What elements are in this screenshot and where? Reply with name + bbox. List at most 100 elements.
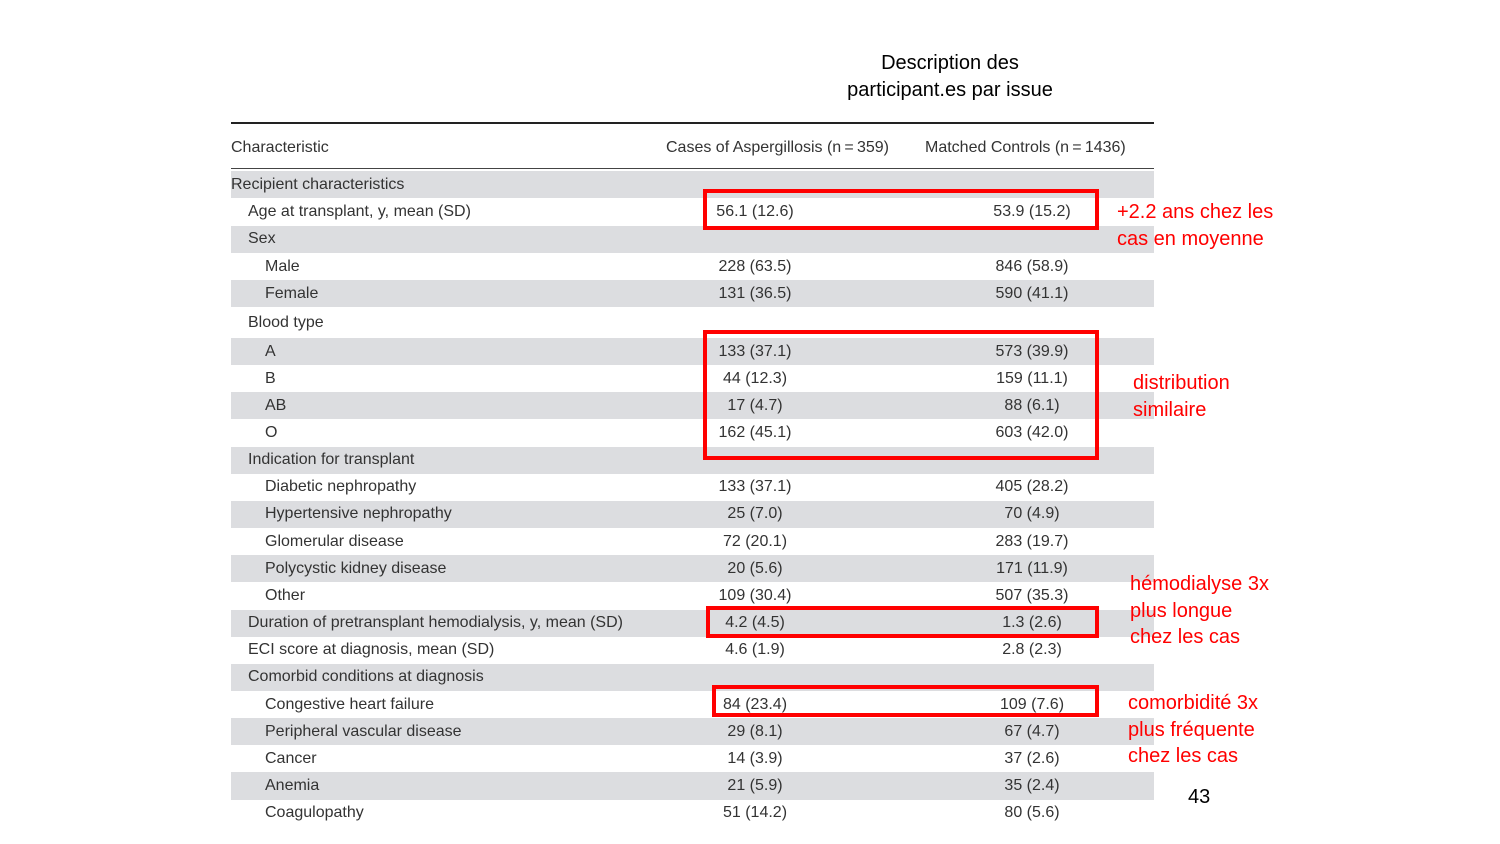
cell-cases: 51 (14.2): [722, 804, 788, 822]
header-characteristic: Characteristic: [231, 139, 329, 156]
row-label: Coagulopathy: [265, 804, 364, 822]
row-label: Age at transplant, y, mean (SD): [248, 202, 471, 220]
row-label: AB: [265, 396, 287, 414]
cell-cases: 21 (5.9): [727, 776, 783, 794]
table-row: Other 109 (30.4) 507 (35.3): [231, 582, 1154, 609]
row-label: Blood type: [248, 313, 324, 331]
highlight-box-hemodialysis: [706, 606, 1099, 638]
table-row: Congestive heart failure 84 (23.4) 109 (7.…: [231, 691, 1154, 718]
annotation-line: chez les cas: [1128, 745, 1239, 767]
table-row: Cancer 14 (3.9) 37 (2.6): [231, 745, 1154, 772]
table-top-rule: [231, 122, 1154, 124]
highlight-box-chf: [712, 685, 1099, 717]
row-label: Recipient characteristics: [231, 175, 405, 193]
cell-controls: 88 (6.1): [1004, 396, 1060, 414]
cell-controls: 405 (28.2): [995, 478, 1069, 496]
header-controls: Matched Controls (n = 1436): [925, 139, 1126, 156]
table-row: O 162 (45.1) 603 (42.0): [231, 419, 1154, 446]
table-row: Recipient characteristics: [231, 171, 1154, 199]
table-row: Anemia 21 (5.9) 35 (2.4): [231, 772, 1154, 800]
table-row: Female 131 (36.5) 590 (41.1): [231, 280, 1154, 308]
cell-controls: 80 (5.6): [1004, 804, 1060, 822]
cell-cases: 20 (5.6): [727, 559, 783, 577]
table-row: Glomerular disease 72 (20.1) 283 (19.7): [231, 528, 1154, 555]
cell-controls: 171 (11.9): [996, 559, 1068, 577]
annotation-comorbidity: comorbidité 3x plus fréquente chez les c…: [1128, 690, 1258, 770]
row-label: Cancer: [265, 749, 317, 767]
table-row: Diabetic nephropathy 133 (37.1) 405 (28.2): [231, 474, 1154, 501]
cell-cases: 131 (36.5): [718, 284, 792, 302]
annotation-line: plus longue: [1130, 599, 1233, 622]
header-cases: Cases of Aspergillosis (n = 359): [666, 139, 889, 156]
table-row: Blood type: [231, 308, 1154, 339]
row-label: Male: [265, 257, 300, 275]
cell-cases: 162 (45.1): [718, 424, 792, 441]
row-label: Indication for transplant: [248, 451, 415, 469]
cell-cases: 56.1 (12.6): [716, 202, 794, 220]
cell-cases: 133 (37.1): [718, 342, 792, 360]
cell-cases: 29 (8.1): [727, 722, 783, 740]
cell-controls: 283 (19.7): [995, 532, 1069, 550]
cell-controls: 35 (2.4): [1004, 776, 1060, 794]
cell-cases: 44 (12.3): [722, 369, 788, 387]
row-label: Peripheral vascular disease: [265, 722, 462, 740]
cell-controls: 67 (4.7): [1004, 722, 1060, 740]
page-number: 43: [1188, 786, 1211, 808]
table-row: AB 17 (4.7) 88 (6.1): [231, 392, 1154, 420]
row-label: Anemia: [265, 776, 320, 794]
table-row: A 133 (37.1) 573 (39.9): [231, 338, 1154, 366]
row-label: Hypertensive nephropathy: [265, 505, 452, 523]
table-row: Age at transplant, y, mean (SD) 56.1 (12.…: [231, 198, 1154, 225]
row-label: A: [265, 342, 276, 360]
cell-cases: 72 (20.1): [722, 532, 788, 550]
table-row: Polycystic kidney disease 20 (5.6) 171 (11…: [231, 555, 1154, 583]
title-line: participant.es par issue: [847, 79, 1053, 101]
header-rule: [231, 168, 1154, 169]
row-label: Congestive heart failure: [265, 695, 434, 713]
cell-controls: 1.3 (2.6): [1002, 614, 1062, 632]
table-row: Peripheral vascular disease 29 (8.1) 67 (4…: [231, 718, 1154, 746]
cell-cases: 133 (37.1): [718, 478, 792, 496]
highlight-box-blood-type: [703, 330, 1099, 460]
annotation-line: plus fréquente: [1128, 718, 1255, 741]
cell-controls: 109 (7.6): [999, 695, 1065, 713]
annotation-blood: distribution similaire: [1133, 370, 1230, 423]
row-label: Other: [265, 586, 306, 604]
row-label: ECI score at diagnosis, mean (SD): [248, 641, 495, 659]
slide-title: Description des participant.es par issue: [780, 50, 1120, 104]
cell-controls: 37 (2.6): [1004, 749, 1060, 767]
table-row: B 44 (12.3) 159 (11.1): [231, 365, 1154, 392]
table-row: Indication for transplant: [231, 446, 1154, 474]
row-label: O: [265, 424, 278, 441]
annotation-line: chez les cas: [1130, 626, 1241, 648]
cell-cases: 14 (3.9): [727, 749, 783, 767]
title-line: Description des: [881, 52, 1019, 74]
annotation-line: comorbidité 3x: [1128, 692, 1259, 714]
cell-controls: 603 (42.0): [995, 424, 1069, 441]
table-row: Duration of pretransplant hemodialysis, …: [231, 609, 1154, 637]
row-label: Duration of pretransplant hemodialysis, …: [248, 614, 623, 632]
cell-cases: 109 (30.4): [718, 586, 792, 604]
annotation-age: +2.2 ans chez les cas en moyenne: [1117, 199, 1273, 252]
cell-controls: 70 (4.9): [1004, 505, 1060, 523]
cell-cases: 17 (4.7): [727, 396, 783, 414]
cell-cases: 25 (7.0): [727, 505, 783, 523]
cell-controls: 573 (39.9): [995, 342, 1069, 360]
row-label: Polycystic kidney disease: [265, 559, 447, 577]
table-row: Male 228 (63.5) 846 (58.9): [231, 253, 1154, 280]
annotation-line: similaire: [1133, 398, 1207, 421]
cell-cases: 84 (23.4): [722, 695, 788, 713]
table-row: Sex: [231, 225, 1154, 253]
row-label: B: [265, 369, 276, 387]
annotation-line: cas en moyenne: [1117, 227, 1264, 250]
row-label: Diabetic nephropathy: [265, 478, 417, 496]
table-row: ECI score at diagnosis, mean (SD) 4.6 (1.…: [231, 637, 1154, 664]
row-label: Female: [265, 284, 319, 302]
annotation-line: +2.2 ans chez les: [1117, 201, 1274, 223]
annotation-line: distribution: [1133, 372, 1230, 394]
cell-cases: 228 (63.5): [718, 257, 792, 275]
annotation-line: hémodialyse 3x: [1130, 573, 1269, 595]
cell-controls: 590 (41.1): [995, 284, 1069, 302]
cell-controls: 507 (35.3): [995, 586, 1069, 604]
annotation-hemodialysis: hémodialyse 3x plus longue chez les cas: [1130, 571, 1269, 651]
